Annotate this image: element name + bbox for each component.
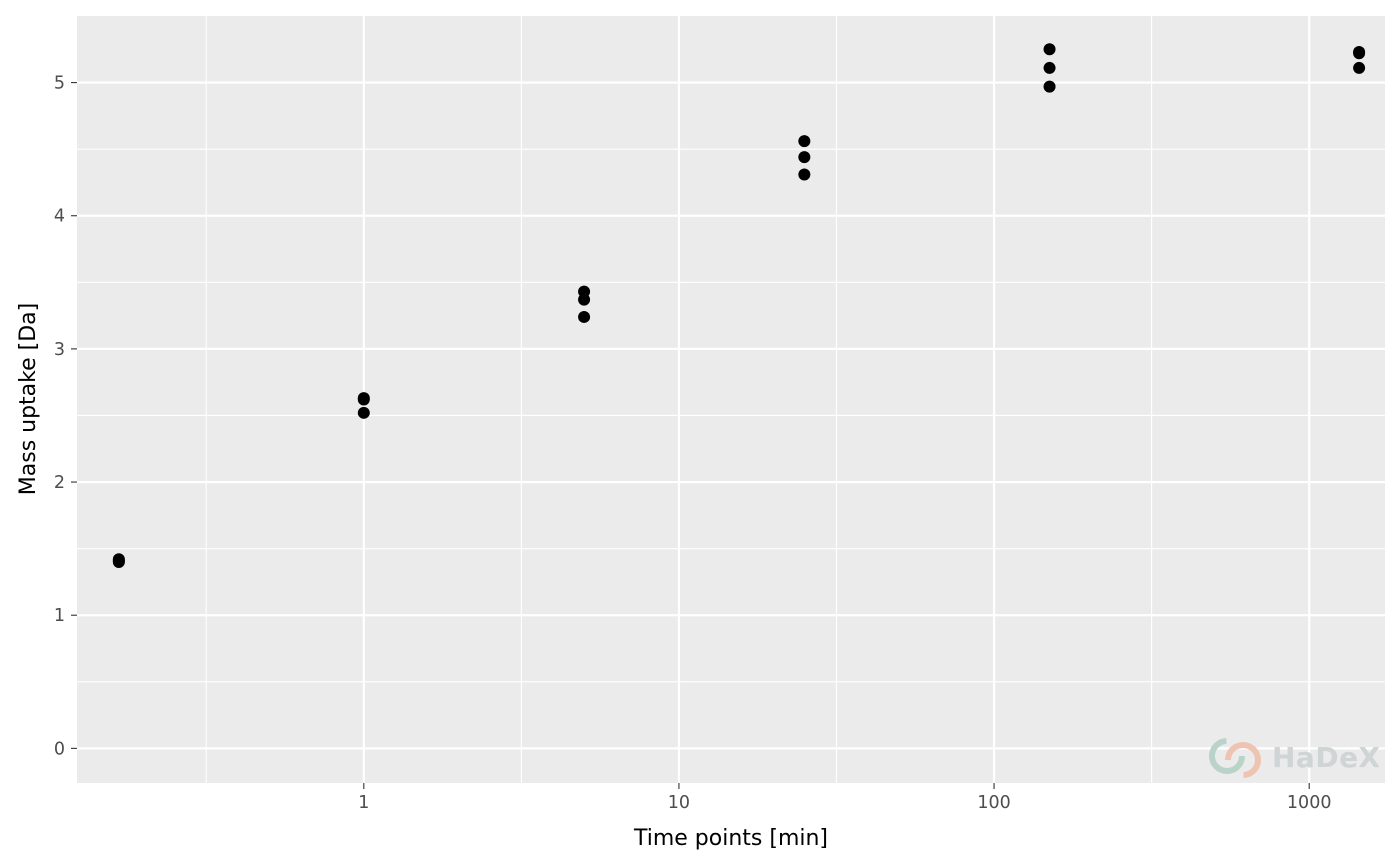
hadex-logo-icon bbox=[1209, 738, 1261, 778]
x-axis-title: Time points [min] bbox=[633, 826, 828, 851]
y-axis-title: Mass uptake [Da] bbox=[16, 303, 41, 495]
data-point bbox=[798, 168, 811, 181]
data-point bbox=[1353, 61, 1366, 74]
x-tick-label: 10 bbox=[668, 793, 690, 813]
x-axis-ticks: 1 10 100 1000 bbox=[358, 783, 1331, 813]
x-tick-label: 1 bbox=[358, 793, 369, 813]
data-point bbox=[1043, 80, 1056, 93]
data-points bbox=[112, 43, 1366, 568]
grid-major bbox=[77, 16, 1385, 783]
data-point bbox=[357, 392, 370, 405]
data-point bbox=[578, 285, 591, 298]
data-point bbox=[798, 135, 811, 148]
data-point bbox=[578, 310, 591, 323]
watermark: HaDeX bbox=[1209, 738, 1381, 778]
data-point bbox=[1043, 61, 1056, 74]
y-tick-label: 4 bbox=[54, 207, 65, 227]
data-point bbox=[1043, 43, 1056, 56]
plot-panel bbox=[77, 16, 1385, 783]
data-point bbox=[798, 151, 811, 164]
data-point bbox=[1353, 45, 1366, 58]
data-point bbox=[112, 554, 125, 567]
watermark-text: HaDeX bbox=[1272, 741, 1381, 774]
y-tick-label: 2 bbox=[54, 473, 65, 493]
grid-minor bbox=[77, 16, 1385, 783]
y-tick-label: 5 bbox=[54, 74, 65, 94]
y-tick-label: 0 bbox=[54, 739, 65, 759]
x-tick-label: 100 bbox=[977, 793, 1010, 813]
y-tick-label: 1 bbox=[54, 606, 65, 626]
x-tick-label: 1000 bbox=[1287, 793, 1332, 813]
y-tick-label: 3 bbox=[54, 340, 65, 360]
data-point bbox=[357, 406, 370, 419]
y-axis-ticks: 0 1 2 3 4 5 bbox=[54, 74, 77, 759]
